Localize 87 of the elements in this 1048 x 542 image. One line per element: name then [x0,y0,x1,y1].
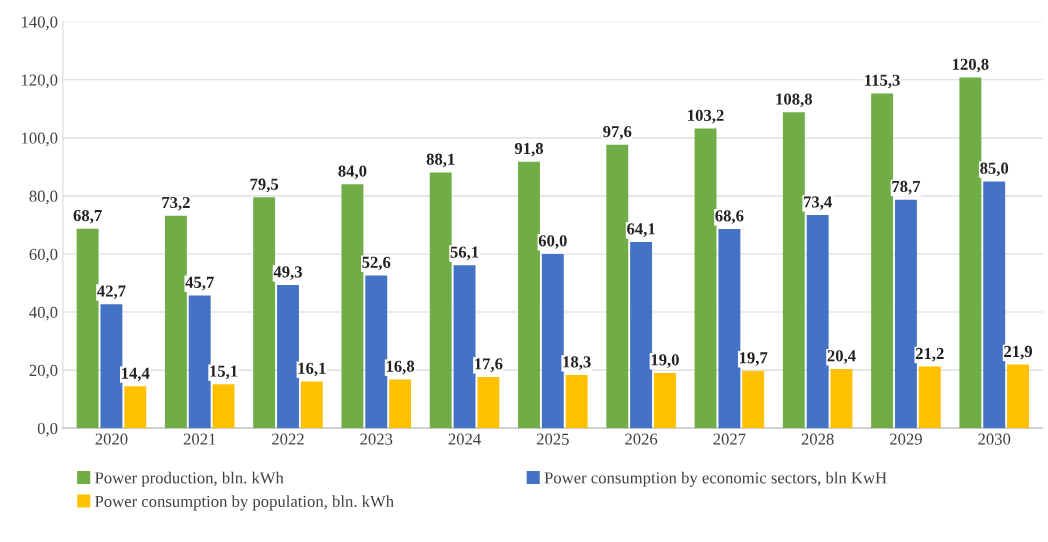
bar [477,377,500,429]
data-label: 73,4 [804,196,832,210]
y-tick-label: 100,0 [21,132,58,147]
x-tick-label: 2027 [713,433,746,445]
data-label: 91,8 [514,142,544,157]
x-tick-label: 2026 [625,433,658,445]
bar [983,181,1006,429]
y-tick-label: 60,0 [29,248,58,263]
x-tick-label: 2028 [801,433,834,445]
x-tick-label: 2021 [183,433,216,445]
y-tick-label: 40,0 [29,306,58,321]
x-tick-label: 2020 [95,433,128,445]
data-label: 88,1 [426,153,455,168]
data-label: 56,1 [450,246,479,261]
data-label: 79,5 [250,178,279,193]
x-tick-label: 2030 [978,433,1011,445]
bar [124,386,147,429]
bar [894,199,917,429]
data-label: 45,7 [185,276,214,291]
data-label: 14,4 [122,367,150,382]
data-label: 21,9 [1004,345,1033,360]
data-label: 60,0 [538,235,567,249]
bar [606,144,629,429]
y-tick-label: 140,0 [21,16,58,31]
data-label: 18,3 [563,356,591,370]
legend-label: Power consumption by population, bln. kWh [95,495,394,511]
bar [630,242,653,429]
data-label: 108,8 [776,93,813,108]
data-label: 20,4 [827,350,856,364]
bar [188,295,211,429]
bar [518,161,540,429]
data-label: 42,7 [97,285,126,300]
x-tick-label: 2029 [889,433,922,445]
legend-label: Power production, bln. kWh [95,471,284,487]
bar [100,304,123,429]
data-label: 78,7 [892,180,921,195]
x-tick-label: 2023 [360,433,393,445]
data-label: 85,0 [980,162,1009,177]
bar [742,370,765,429]
data-label: 17,6 [475,358,503,372]
bar [782,112,805,429]
bar [300,381,323,429]
data-label: 84,0 [338,165,367,180]
data-label: 68,7 [73,209,102,224]
bar [164,215,187,429]
bar [871,93,894,429]
data-label: 52,6 [362,256,391,271]
bar [694,128,717,429]
bar [76,228,99,429]
bar [1007,364,1030,429]
y-tick-label: 20,0 [29,364,58,379]
bar [341,184,364,429]
data-label: 103,2 [688,109,724,124]
data-label: 16,8 [386,360,415,375]
data-label: 19,7 [739,352,768,366]
data-label: 68,6 [715,210,744,224]
bar [918,366,941,429]
bar [453,265,476,429]
x-tick-label: 2024 [448,433,481,445]
data-label: 73,2 [162,196,190,211]
data-label: 97,6 [603,126,632,140]
bar [830,368,853,429]
bar [277,285,299,429]
bar [389,379,412,429]
bar [806,215,829,429]
data-label: 19,0 [651,354,679,368]
bar [212,384,235,429]
data-label: 21,2 [915,347,944,362]
x-tick-label: 2022 [272,433,304,445]
bar [565,375,588,429]
bar [718,229,741,429]
y-tick-label: 0,0 [37,422,58,437]
bar [365,275,388,429]
data-label: 16,1 [298,362,326,377]
bar [959,77,982,429]
bar [653,373,676,429]
bar [429,172,452,429]
data-label: 115,3 [865,74,900,89]
x-tick-label: 2025 [536,433,569,445]
data-label: 120,8 [952,58,989,73]
legend-label: Power consumption by economic sectors, bln KwH [544,471,887,487]
data-label: 64,1 [627,223,655,237]
y-tick-label: 120,0 [21,74,58,89]
data-label: 49,3 [273,266,302,280]
data-label: 15,1 [210,365,238,380]
bar [541,253,564,429]
y-tick-label: 80,0 [29,190,58,205]
